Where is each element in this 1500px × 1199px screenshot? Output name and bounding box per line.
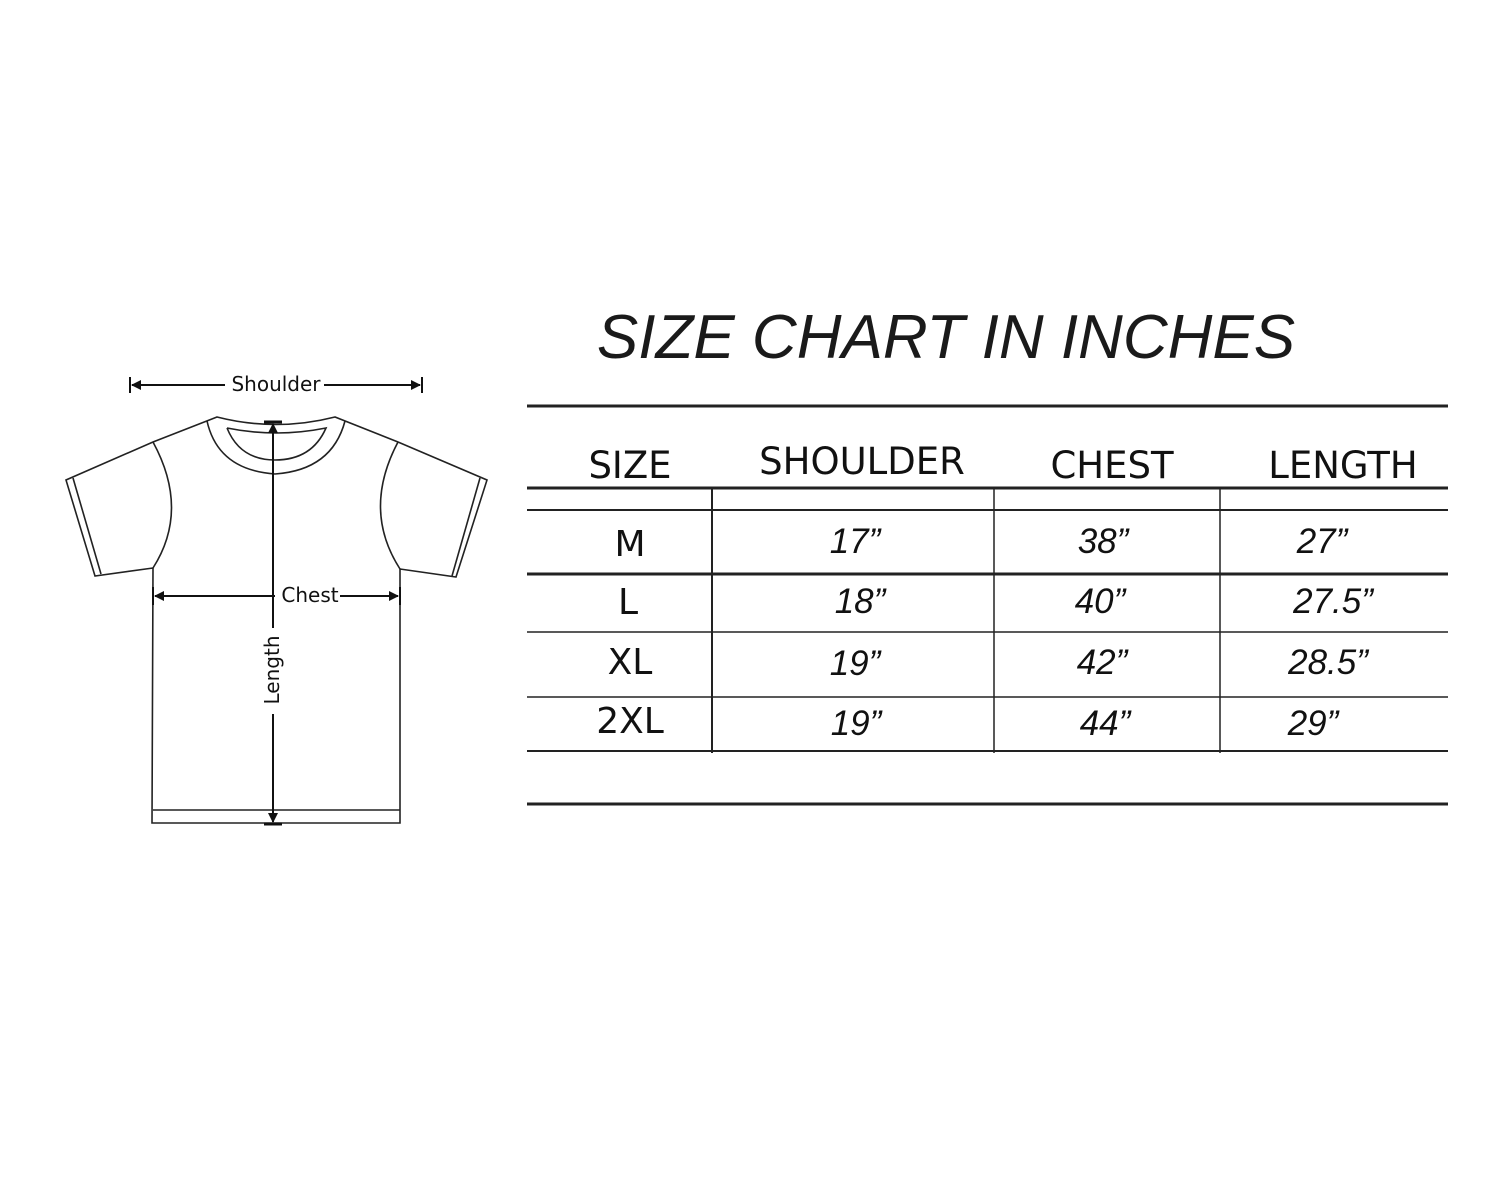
chest-measure bbox=[152, 587, 401, 605]
chest-label: Chest bbox=[281, 583, 338, 607]
cell-size: XL bbox=[608, 642, 653, 683]
length-label: Length bbox=[260, 636, 284, 705]
table-row: 2XL 19” 44” 29” bbox=[596, 701, 1339, 743]
right-sleeve-hem bbox=[451, 477, 481, 577]
left-sleeve-seam bbox=[152, 441, 173, 569]
collar-outer bbox=[206, 420, 346, 475]
table-grid bbox=[527, 404, 1448, 806]
cell-length: 27.5” bbox=[1292, 582, 1374, 621]
left-sleeve-hem bbox=[72, 477, 102, 575]
page-title: SIZE CHART IN INCHES bbox=[597, 303, 1295, 372]
length-measure bbox=[264, 420, 282, 826]
cell-shoulder: 17” bbox=[830, 522, 882, 561]
right-sleeve-seam bbox=[379, 441, 401, 570]
tshirt-diagram bbox=[65, 416, 488, 824]
header-size: SIZE bbox=[588, 444, 671, 487]
cell-size: L bbox=[618, 582, 638, 623]
tshirt-outline bbox=[65, 416, 488, 824]
table-header: SIZE SHOULDER CHEST LENGTH bbox=[588, 440, 1417, 487]
shoulder-label: Shoulder bbox=[231, 372, 321, 396]
cell-chest: 42” bbox=[1077, 643, 1129, 682]
table-row: L 18” 40” 27.5” bbox=[618, 582, 1374, 623]
cell-length: 29” bbox=[1287, 704, 1340, 743]
header-shoulder: SHOULDER bbox=[759, 440, 965, 483]
header-length: LENGTH bbox=[1268, 444, 1417, 487]
cell-length: 27” bbox=[1296, 522, 1349, 561]
cell-shoulder: 18” bbox=[835, 582, 887, 621]
collar-inner bbox=[226, 426, 328, 461]
table-row: M 17” 38” 27” bbox=[614, 522, 1348, 565]
shoulder-measure bbox=[129, 377, 423, 393]
cell-size: M bbox=[614, 524, 645, 565]
cell-chest: 44” bbox=[1080, 704, 1132, 743]
cell-shoulder: 19” bbox=[830, 644, 882, 683]
cell-shoulder: 19” bbox=[831, 704, 883, 743]
cell-chest: 40” bbox=[1075, 582, 1127, 621]
header-chest: CHEST bbox=[1050, 444, 1174, 487]
cell-size: 2XL bbox=[596, 701, 664, 742]
cell-length: 28.5” bbox=[1287, 643, 1369, 682]
cell-chest: 38” bbox=[1078, 522, 1130, 561]
table-row: XL 19” 42” 28.5” bbox=[608, 642, 1370, 683]
